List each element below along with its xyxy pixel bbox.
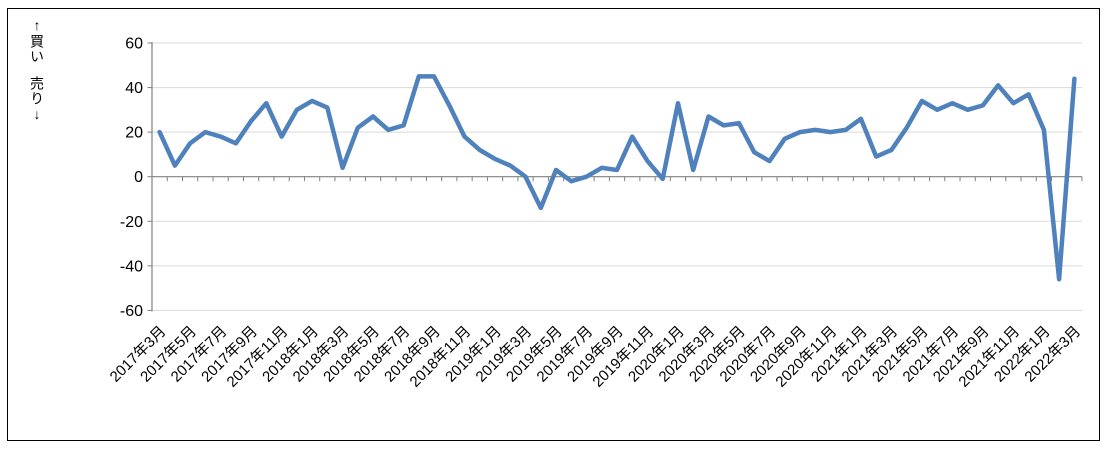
y-tick-label: 0 bbox=[134, 169, 143, 186]
y-tick-label: 20 bbox=[125, 125, 143, 142]
y-tick-label: -40 bbox=[120, 258, 143, 275]
y-axis-title-buy: ↑買い bbox=[29, 17, 45, 64]
y-tick-label: 40 bbox=[125, 80, 143, 97]
y-tick-label: 60 bbox=[125, 36, 143, 53]
data-line bbox=[157, 74, 1077, 282]
y-tick-label: -20 bbox=[120, 214, 143, 231]
y-axis-title-sell: 売り↓ bbox=[29, 76, 45, 123]
y-tick-label: -60 bbox=[120, 303, 143, 320]
chart-frame bbox=[7, 8, 1100, 441]
